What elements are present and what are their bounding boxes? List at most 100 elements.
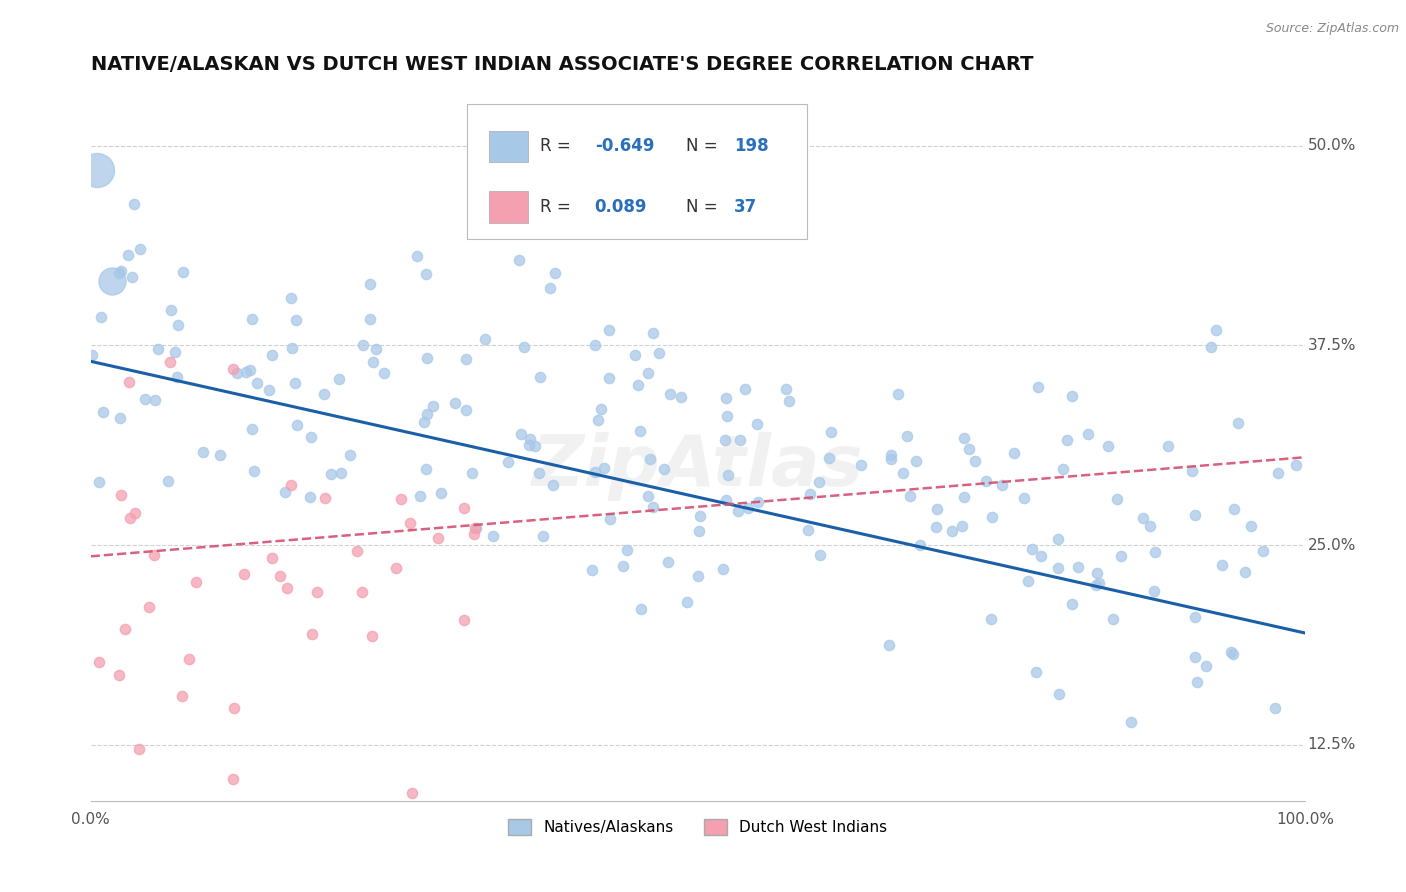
Point <box>950 519 973 533</box>
Point <box>276 581 298 595</box>
Point <box>222 701 245 715</box>
Point <box>1109 549 1132 563</box>
Point <box>405 249 427 263</box>
Point <box>464 521 486 535</box>
Text: 12.5%: 12.5% <box>1308 738 1355 753</box>
Point <box>384 560 406 574</box>
Point <box>118 511 141 525</box>
Point <box>159 303 181 318</box>
Point <box>544 266 567 280</box>
Point <box>259 383 281 397</box>
Point <box>269 569 291 583</box>
Point <box>285 418 308 433</box>
Point <box>714 392 737 406</box>
Point <box>659 387 682 401</box>
Text: N =: N = <box>686 198 717 216</box>
Point <box>1251 544 1274 558</box>
Point <box>637 367 659 381</box>
Point <box>1012 491 1035 505</box>
Point <box>87 655 110 669</box>
Point <box>1205 323 1227 337</box>
Point <box>1056 433 1078 447</box>
Point <box>669 390 692 404</box>
Point <box>240 312 263 326</box>
Point <box>980 510 1002 524</box>
Point <box>114 623 136 637</box>
Point <box>117 248 139 262</box>
Point <box>583 338 606 352</box>
Point <box>101 274 124 288</box>
Text: 37: 37 <box>734 198 758 216</box>
Point <box>510 427 533 442</box>
Point <box>519 432 541 446</box>
Point <box>319 467 342 481</box>
Point <box>599 512 621 526</box>
Point <box>1121 715 1143 730</box>
Point <box>820 425 842 440</box>
Text: NATIVE/ALASKAN VS DUTCH WEST INDIAN ASSOCIATE'S DEGREE CORRELATION CHART: NATIVE/ALASKAN VS DUTCH WEST INDIAN ASSO… <box>90 55 1033 74</box>
Point <box>416 351 439 366</box>
Point <box>108 411 131 425</box>
Point <box>444 396 467 410</box>
Point <box>904 454 927 468</box>
Point <box>1107 491 1129 506</box>
Point <box>1002 446 1025 460</box>
Point <box>734 382 756 396</box>
Point <box>82 348 104 362</box>
Point <box>628 424 651 438</box>
Point <box>880 448 903 462</box>
Point <box>239 362 262 376</box>
Point <box>90 310 112 324</box>
Point <box>1223 502 1246 516</box>
Point <box>389 492 412 507</box>
Point <box>172 265 194 279</box>
Point <box>107 266 129 280</box>
Point <box>508 252 530 267</box>
Point <box>89 475 111 490</box>
Point <box>745 417 768 432</box>
Point <box>222 772 245 787</box>
Point <box>717 467 740 482</box>
Point <box>360 277 382 292</box>
Point <box>117 375 139 389</box>
Point <box>714 433 737 447</box>
Point <box>422 399 444 413</box>
FancyBboxPatch shape <box>467 103 807 239</box>
Point <box>359 311 381 326</box>
Point <box>401 786 423 800</box>
Point <box>974 475 997 489</box>
Point <box>1184 650 1206 665</box>
Point <box>121 270 143 285</box>
Point <box>156 475 179 489</box>
Point <box>129 242 152 256</box>
Point <box>299 430 322 444</box>
Point <box>641 500 664 515</box>
Point <box>727 504 749 518</box>
Point <box>877 638 900 652</box>
Point <box>925 519 948 533</box>
Point <box>454 402 477 417</box>
Point <box>517 438 540 452</box>
Point <box>1085 566 1108 581</box>
Text: 37.5%: 37.5% <box>1308 338 1357 353</box>
Point <box>638 451 661 466</box>
Point <box>398 516 420 530</box>
Point <box>1211 558 1233 572</box>
Point <box>849 458 872 472</box>
Point <box>1077 426 1099 441</box>
Point <box>529 467 551 481</box>
Point <box>361 355 384 369</box>
Point <box>1047 533 1070 547</box>
Point <box>796 523 818 537</box>
Point <box>482 529 505 543</box>
Text: 50.0%: 50.0% <box>1308 138 1355 153</box>
Point <box>589 401 612 416</box>
Point <box>941 524 963 538</box>
Point <box>1060 597 1083 611</box>
Point <box>412 415 434 429</box>
Point <box>314 386 336 401</box>
Point <box>1017 574 1039 588</box>
Point <box>1227 416 1250 430</box>
Text: 25.0%: 25.0% <box>1308 538 1355 553</box>
Point <box>209 448 232 462</box>
